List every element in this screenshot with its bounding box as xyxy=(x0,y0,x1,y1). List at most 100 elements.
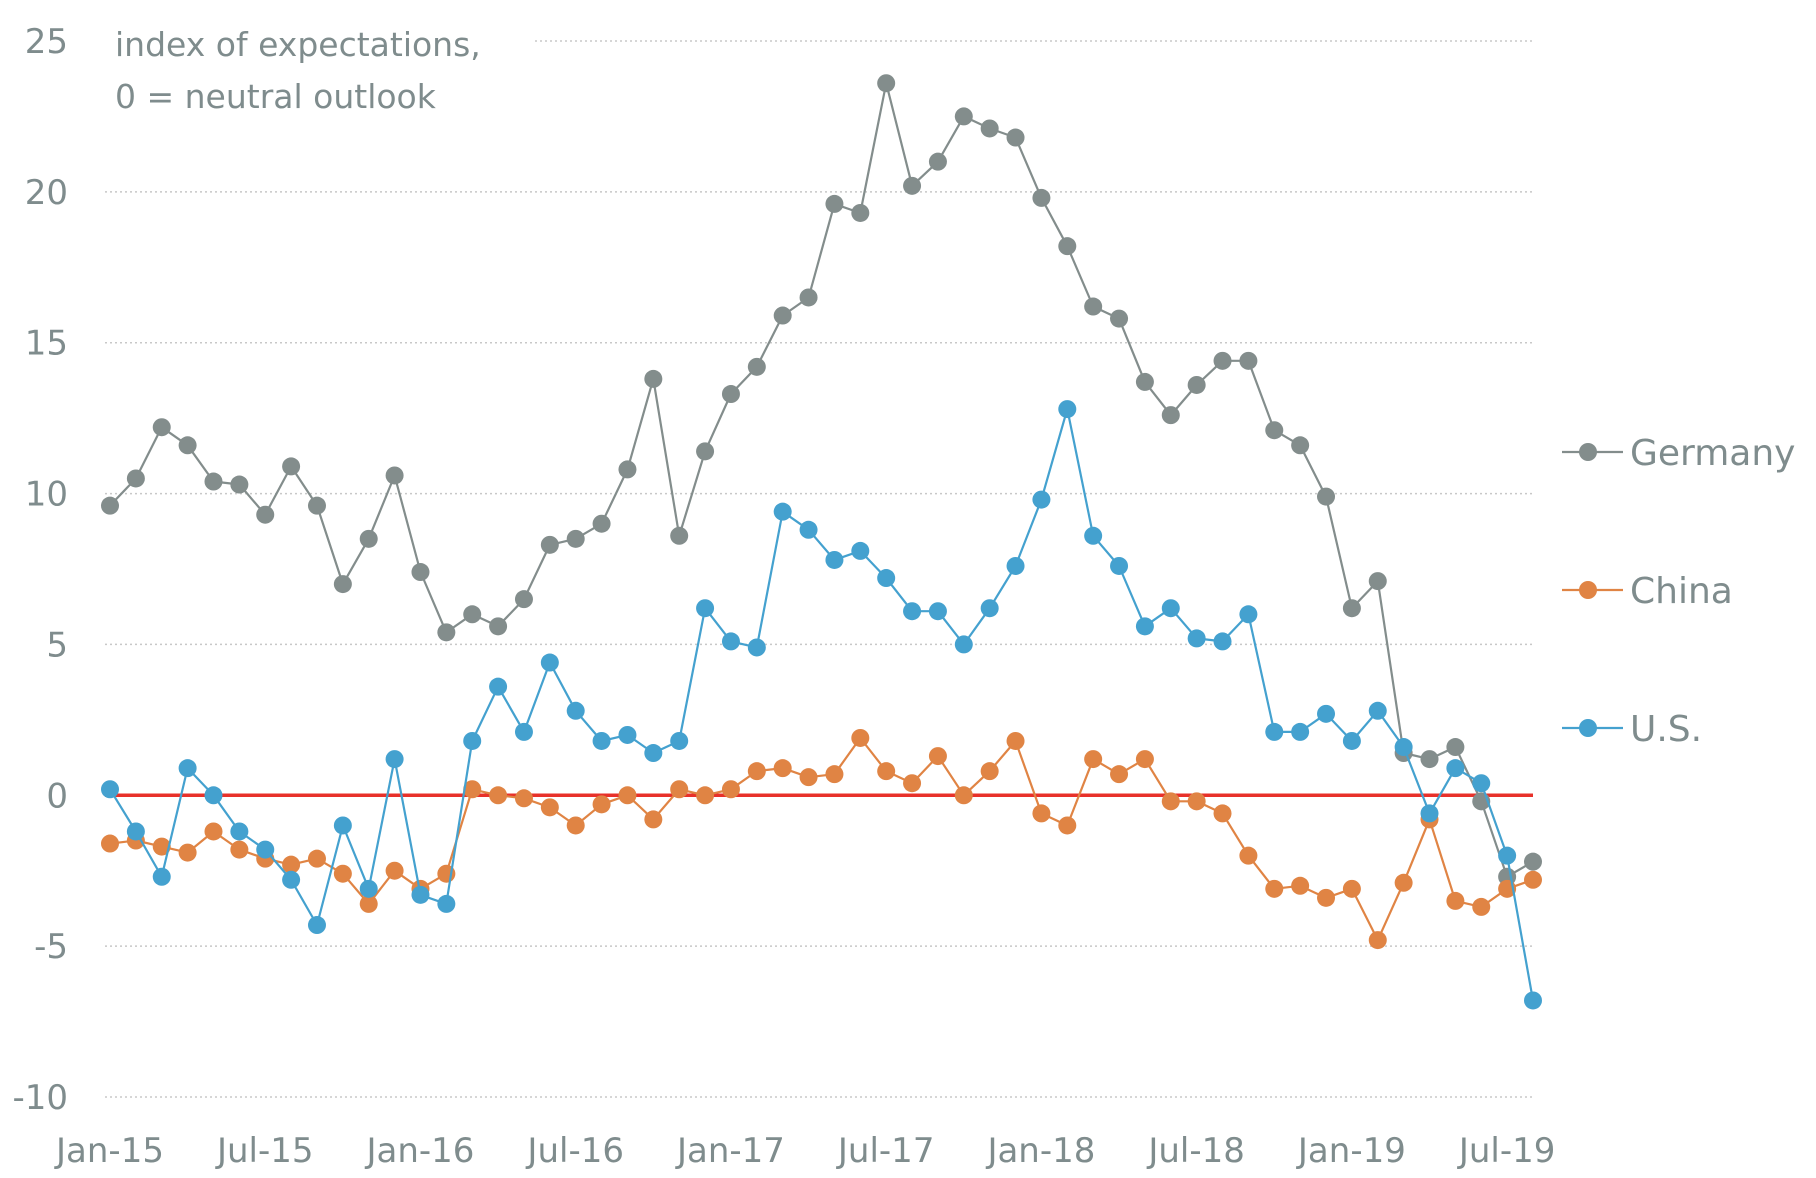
y-tick-label: -10 xyxy=(12,1078,68,1118)
data-point-germany xyxy=(282,457,301,476)
data-point-germany xyxy=(101,496,119,515)
data-point-us xyxy=(903,602,922,621)
data-point-china xyxy=(1110,765,1129,784)
data-point-germany xyxy=(1291,436,1310,455)
data-point-germany xyxy=(178,436,197,455)
data-point-us xyxy=(566,701,585,720)
data-point-china xyxy=(178,843,197,862)
data-point-germany xyxy=(1058,237,1077,256)
data-point-us xyxy=(540,653,559,672)
series-line-china xyxy=(109,736,1534,942)
data-point-us xyxy=(1498,846,1517,865)
data-point-germany xyxy=(307,496,326,515)
data-point-germany xyxy=(1265,421,1284,440)
data-point-germany xyxy=(1524,852,1542,871)
data-point-germany xyxy=(747,357,766,376)
data-point-germany xyxy=(540,535,559,554)
data-point-china xyxy=(1135,750,1154,769)
data-point-us xyxy=(696,599,715,618)
data-point-us xyxy=(1135,617,1154,636)
data-point-germany xyxy=(1032,188,1051,207)
y-tick-label: -5 xyxy=(34,927,68,967)
data-point-china xyxy=(1342,879,1361,898)
data-point-us xyxy=(773,502,792,521)
legend-item-china: China xyxy=(1562,571,1733,612)
data-point-germany xyxy=(696,442,715,461)
y-tick-label: 25 xyxy=(25,22,68,62)
data-point-us xyxy=(851,541,870,560)
data-point-us xyxy=(463,731,482,750)
x-tick-label: Jan-18 xyxy=(985,1131,1095,1171)
data-point-china xyxy=(463,780,482,799)
data-point-us xyxy=(489,677,508,696)
data-point-china xyxy=(1368,931,1387,950)
data-point-germany xyxy=(928,152,947,171)
data-point-china xyxy=(282,855,301,874)
data-point-us xyxy=(721,632,740,651)
data-point-us xyxy=(411,885,430,904)
data-point-germany xyxy=(592,514,611,533)
data-point-china xyxy=(333,864,352,883)
y-tick-label: 5 xyxy=(46,625,68,665)
data-point-germany xyxy=(1161,406,1180,425)
data-point-us xyxy=(980,599,999,618)
x-tick-label: Jan-16 xyxy=(364,1131,474,1171)
data-point-china xyxy=(101,834,119,853)
data-point-china xyxy=(230,840,249,859)
legend-label-china: China xyxy=(1630,571,1733,612)
data-point-germany xyxy=(385,466,404,485)
data-point-germany xyxy=(954,107,973,126)
legend: Germany China U.S. xyxy=(1562,433,1795,750)
data-point-us xyxy=(1058,400,1077,419)
data-point-germany xyxy=(152,418,171,437)
annotation-line-2: 0 = neutral outlook xyxy=(115,77,437,116)
data-point-germany xyxy=(903,176,922,195)
data-point-us xyxy=(1368,701,1387,720)
data-point-us xyxy=(204,786,223,805)
data-point-us xyxy=(1265,722,1284,741)
data-point-china xyxy=(1084,750,1103,769)
data-point-china xyxy=(1472,897,1491,916)
data-point-china xyxy=(670,780,689,799)
data-point-germany xyxy=(230,475,249,494)
data-point-us xyxy=(1524,991,1542,1010)
data-point-china xyxy=(1239,846,1258,865)
data-point-germany xyxy=(359,529,378,548)
data-point-us xyxy=(747,638,766,657)
data-point-germany xyxy=(437,623,456,642)
data-point-germany xyxy=(670,526,689,545)
data-point-china xyxy=(1317,888,1336,907)
data-point-china xyxy=(696,786,715,805)
data-point-china xyxy=(566,816,585,835)
data-point-us xyxy=(592,731,611,750)
data-point-china xyxy=(954,786,973,805)
data-point-germany xyxy=(126,469,145,488)
data-point-china xyxy=(152,837,171,856)
data-point-us xyxy=(799,520,818,539)
data-point-germany xyxy=(489,617,508,636)
y-axis-ticks: 25 20 15 10 5 0 -5 -10 xyxy=(12,22,68,1118)
data-point-china xyxy=(799,768,818,787)
data-point-china xyxy=(825,765,844,784)
data-point-germany xyxy=(825,194,844,213)
data-point-germany xyxy=(514,590,533,609)
data-point-us xyxy=(1420,804,1439,823)
data-point-germany xyxy=(1317,487,1336,506)
y-tick-label: 15 xyxy=(25,324,68,364)
data-point-china xyxy=(928,747,947,766)
data-point-us xyxy=(1110,556,1129,575)
data-point-germany xyxy=(721,385,740,404)
series xyxy=(101,74,1542,1010)
x-axis-ticks: Jan-15 Jul-15 Jan-16 Jul-16 Jan-17 Jul-17 Jan-… xyxy=(54,1131,1555,1171)
data-point-china xyxy=(1006,731,1025,750)
y-tick-label: 0 xyxy=(46,776,68,816)
data-point-us xyxy=(1213,632,1232,651)
data-point-germany xyxy=(411,563,430,582)
data-point-germany xyxy=(618,460,637,479)
data-point-us xyxy=(1317,704,1336,723)
gridlines xyxy=(105,40,1533,1098)
data-point-us xyxy=(178,759,197,778)
x-tick-label: Jul-19 xyxy=(1457,1131,1556,1171)
data-point-us xyxy=(644,744,663,763)
